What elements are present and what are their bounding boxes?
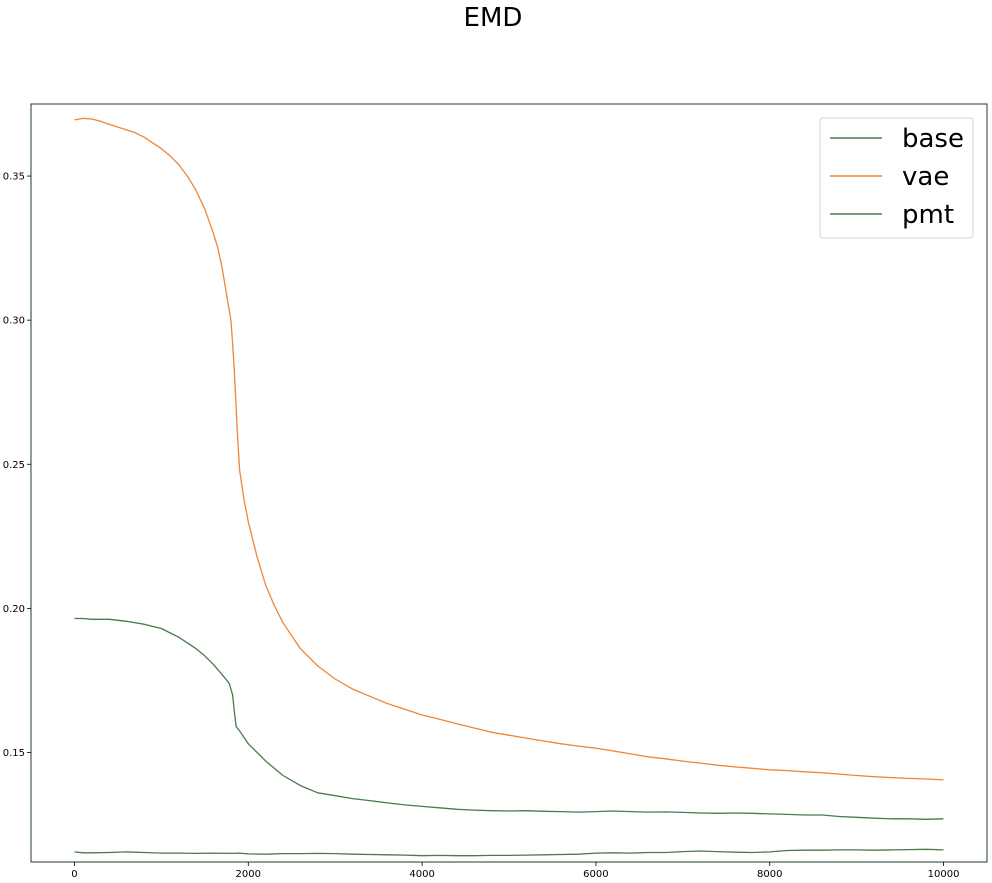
legend-frame (819, 117, 974, 239)
y-tick-label: 0.30 (3, 316, 25, 327)
legend-label-vae: vae (902, 162, 949, 192)
series-line-pmt (74, 617, 944, 820)
x-tick-label: 4000 (409, 869, 434, 880)
series-layer (74, 117, 944, 857)
x-tick-label: 10000 (928, 869, 960, 880)
x-tick-label: 8000 (757, 869, 782, 880)
x-tick-label: 0 (71, 869, 77, 880)
legend-label-base: base (902, 124, 964, 154)
x-tick-label: 2000 (236, 869, 261, 880)
y-tick-label: 0.15 (3, 748, 25, 759)
legend: base vae pmt (819, 117, 974, 239)
x-tick-label: 6000 (583, 869, 608, 880)
y-tick-label: 0.35 (3, 172, 25, 183)
y-tick-label: 0.20 (3, 604, 25, 615)
series-line-vae (74, 117, 944, 781)
y-tick-label: 0.25 (3, 460, 25, 471)
series-line-base (74, 848, 944, 857)
y-axis: 0.15 0.20 0.25 0.30 0.35 (3, 172, 31, 759)
legend-label-pmt: pmt (902, 200, 954, 230)
chart-title: EMD (464, 3, 523, 33)
x-axis: 0 2000 4000 6000 8000 10000 (71, 862, 959, 880)
